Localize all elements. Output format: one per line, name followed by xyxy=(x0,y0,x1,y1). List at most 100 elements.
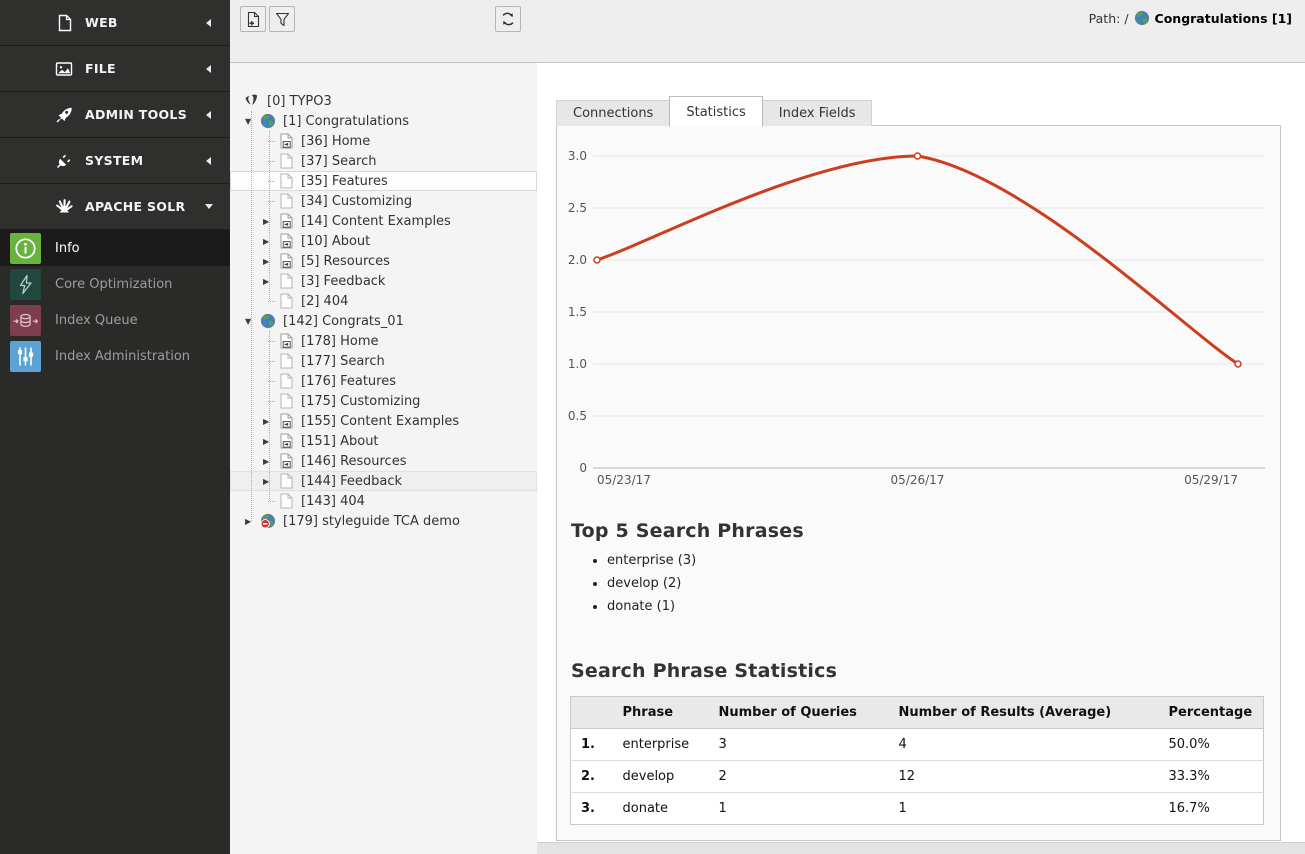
table-row: 2. develop 2 12 33.3% xyxy=(570,760,1264,793)
tree-node-label: [34] Customizing xyxy=(301,193,413,209)
tree-guide-line xyxy=(269,331,270,501)
tree-node-label: [155] Content Examples xyxy=(301,413,460,429)
breadcrumb: Path: / Congratulations [1] xyxy=(1089,10,1292,26)
section-label: SYSTEM xyxy=(85,153,144,168)
table-row: 3. donate 1 1 16.7% xyxy=(570,792,1264,825)
table-cell: 12 xyxy=(888,760,1159,793)
tree-toggle-icon[interactable]: ▶ xyxy=(263,256,270,266)
tree-toggle-icon[interactable]: ▼ xyxy=(245,116,252,126)
svg-text:1.5: 1.5 xyxy=(568,305,587,319)
module-section-web[interactable]: WEB xyxy=(0,0,230,46)
tree-node[interactable]: ▶ [179] styleguide TCA demo xyxy=(230,511,537,531)
tree-node-label: [37] Search xyxy=(301,153,377,169)
table-cell: donate xyxy=(612,792,709,825)
tree-node[interactable]: [36] Home xyxy=(230,131,537,151)
tree-toggle-icon[interactable]: ▼ xyxy=(245,316,252,326)
svg-text:05/29/17: 05/29/17 xyxy=(1184,473,1238,487)
page-title: Congratulations [1] xyxy=(1154,10,1292,26)
tree-node[interactable]: ▶ [155] Content Examples xyxy=(230,411,537,431)
tree-node[interactable]: ▶ [3] Feedback xyxy=(230,271,537,291)
tree-node-label: [179] styleguide TCA demo xyxy=(283,513,460,529)
tree-node[interactable]: [35] Features xyxy=(230,171,537,191)
table-cell: 16.7% xyxy=(1158,792,1264,825)
page-shortcut xyxy=(280,253,293,269)
system-plug-icon xyxy=(55,152,73,170)
solr-module-core-optimization[interactable]: Core Optimization xyxy=(0,266,230,302)
tree-node[interactable]: ▼ [142] Congrats_01 xyxy=(230,311,537,331)
tree-node[interactable]: ▶ [14] Content Examples xyxy=(230,211,537,231)
tree-toggle-icon[interactable]: ▶ xyxy=(263,476,270,486)
tab-statistics[interactable]: Statistics xyxy=(669,96,763,127)
file-image-icon xyxy=(55,60,73,78)
tab-connections[interactable]: Connections xyxy=(556,100,671,126)
page-shortcut xyxy=(280,133,293,149)
section-label: APACHE SOLR xyxy=(85,199,186,214)
table-cell: 33.3% xyxy=(1158,760,1264,793)
tree-toggle-icon[interactable]: ▶ xyxy=(263,416,270,426)
table-header-cell xyxy=(570,696,613,729)
page-shortcut xyxy=(280,453,293,469)
tree-node[interactable]: ▶ [10] About xyxy=(230,231,537,251)
index-queue-icon xyxy=(12,308,39,333)
tree-toggle-icon[interactable]: ▶ xyxy=(245,516,252,526)
collapse-arrow-icon xyxy=(202,64,211,73)
tab-label: Index Fields xyxy=(778,106,856,121)
collapse-arrow-icon xyxy=(202,110,211,119)
tree-node[interactable]: ▼ [1] Congratulations xyxy=(230,111,537,131)
page-shortcut xyxy=(280,233,293,249)
module-section-system[interactable]: SYSTEM xyxy=(0,138,230,184)
tree-node[interactable]: ▶ [151] About xyxy=(230,431,537,451)
tree-node[interactable]: ▶ [5] Resources xyxy=(230,251,537,271)
solr-submodules: Info Core Optimization Index Queue Index… xyxy=(0,230,230,374)
tree-toggle-icon[interactable]: ▶ xyxy=(263,456,270,466)
module-section-admin-tools[interactable]: ADMIN TOOLS xyxy=(0,92,230,138)
tree-node[interactable]: [177] Search xyxy=(230,351,537,371)
tree-node-label: [178] Home xyxy=(301,333,379,349)
tree-node-label: [0] TYPO3 xyxy=(267,93,332,109)
tree-toggle-icon[interactable]: ▶ xyxy=(263,236,270,246)
submodule-label: Index Queue xyxy=(55,312,138,328)
new-page-button[interactable] xyxy=(240,6,266,32)
phrase-list-item: develop (2) xyxy=(607,575,1280,593)
statistics-line-chart: 0 0.5 1.0 1.5 2.0 2.5 3.0 05/23/17 05/26/17 05/29… xyxy=(568,149,1265,487)
tree-node[interactable]: [143] 404 xyxy=(230,491,537,511)
tab-bar: Connections Statistics Index Fields xyxy=(556,96,1281,127)
module-section-file[interactable]: FILE xyxy=(0,46,230,92)
page-tree: [0] TYPO3 ▼ [1] Congratulations [36] Home [3… xyxy=(230,63,537,854)
tree-node[interactable]: ▶ [144] Feedback xyxy=(230,471,537,491)
table-cell: 1 xyxy=(888,792,1159,825)
table-cell: 3 xyxy=(708,728,889,761)
page xyxy=(280,153,293,169)
tree-toggle-icon[interactable]: ▶ xyxy=(263,216,270,226)
module-sections: WEB FILE ADMIN TOOLS SYSTEM APACHE SOLR xyxy=(0,0,230,230)
solr-module-index-queue[interactable]: Index Queue xyxy=(0,302,230,338)
tree-node[interactable]: [0] TYPO3 xyxy=(230,91,537,111)
tree-node-label: [144] Feedback xyxy=(301,473,402,489)
horizontal-scrollbar-track[interactable] xyxy=(537,842,1305,854)
filter-button[interactable] xyxy=(269,6,295,32)
tree-node[interactable]: [37] Search xyxy=(230,151,537,171)
search-phrase-table: Phrase Number of Queries Number of Results… xyxy=(570,696,1264,825)
tree-toggle-icon[interactable]: ▶ xyxy=(263,276,270,286)
svg-text:05/23/17: 05/23/17 xyxy=(597,473,651,487)
module-section-apache-solr[interactable]: APACHE SOLR xyxy=(0,184,230,230)
phrase-list-item: enterprise (3) xyxy=(607,552,1280,570)
page xyxy=(280,273,293,289)
svg-text:0: 0 xyxy=(579,461,587,475)
tab-index-fields[interactable]: Index Fields xyxy=(761,100,873,126)
tree-node[interactable]: [176] Features xyxy=(230,371,537,391)
solr-module-index-administration[interactable]: Index Administration xyxy=(0,338,230,374)
tree-toggle-icon[interactable]: ▶ xyxy=(263,436,270,446)
tree-node[interactable]: [178] Home xyxy=(230,331,537,351)
tree-node[interactable]: [175] Customizing xyxy=(230,391,537,411)
tree-guide-line xyxy=(251,111,252,521)
tree-node[interactable]: [34] Customizing xyxy=(230,191,537,211)
tree-node-label: [2] 404 xyxy=(301,293,349,309)
tree-node[interactable]: ▶ [146] Resources xyxy=(230,451,537,471)
stats-table-title: Search Phrase Statistics xyxy=(571,660,838,682)
tree-node-label: [177] Search xyxy=(301,353,385,369)
tree-node[interactable]: [2] 404 xyxy=(230,291,537,311)
solr-module-info[interactable]: Info xyxy=(0,230,230,266)
refresh-button[interactable] xyxy=(495,6,521,32)
